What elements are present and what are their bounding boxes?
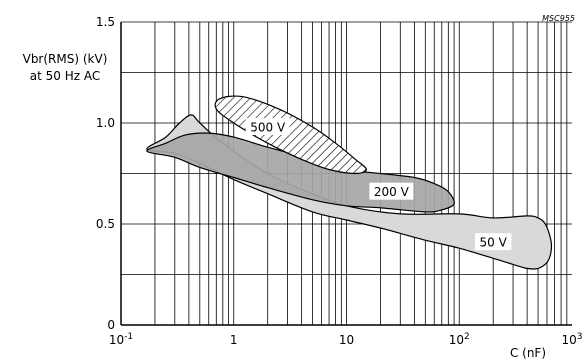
label-200v-bg <box>369 182 414 200</box>
y-axis-label-line-2: at 50 Hz AC <box>30 69 100 83</box>
x-tick-exponent: 2 <box>464 332 470 342</box>
plot-frame <box>120 22 572 326</box>
label-50v: 50 V <box>480 236 508 250</box>
x-tick-label: 102 <box>449 332 470 347</box>
y-axis-label-line-1: Vbr(RMS) (kV) <box>23 52 108 66</box>
x-tick-label: 10 <box>339 333 354 347</box>
label-50v-bg <box>474 233 512 251</box>
y-tick-label: 0 <box>107 318 115 332</box>
y-tick-label: 0.5 <box>96 217 115 231</box>
y-tick-label: 1.5 <box>96 15 115 29</box>
label-200v: 200 V <box>374 185 410 199</box>
x-axis-label: C (nF) <box>510 346 546 360</box>
label-500v-bg <box>245 118 290 136</box>
x-tick-label: 1 <box>230 333 238 347</box>
x-tick-exponent: -1 <box>124 332 133 342</box>
figure-code: MSC955 <box>542 14 575 23</box>
series-labels: 50 V 200 V 500 V <box>245 118 512 251</box>
x-tick-label: 103 <box>561 332 582 347</box>
label-500v: 500 V <box>250 121 286 135</box>
x-tick-exponent: 3 <box>577 332 583 342</box>
area-500v <box>214 95 368 175</box>
x-tick-label: 10-1 <box>109 332 133 347</box>
y-tick-label: 1.0 <box>96 116 115 130</box>
